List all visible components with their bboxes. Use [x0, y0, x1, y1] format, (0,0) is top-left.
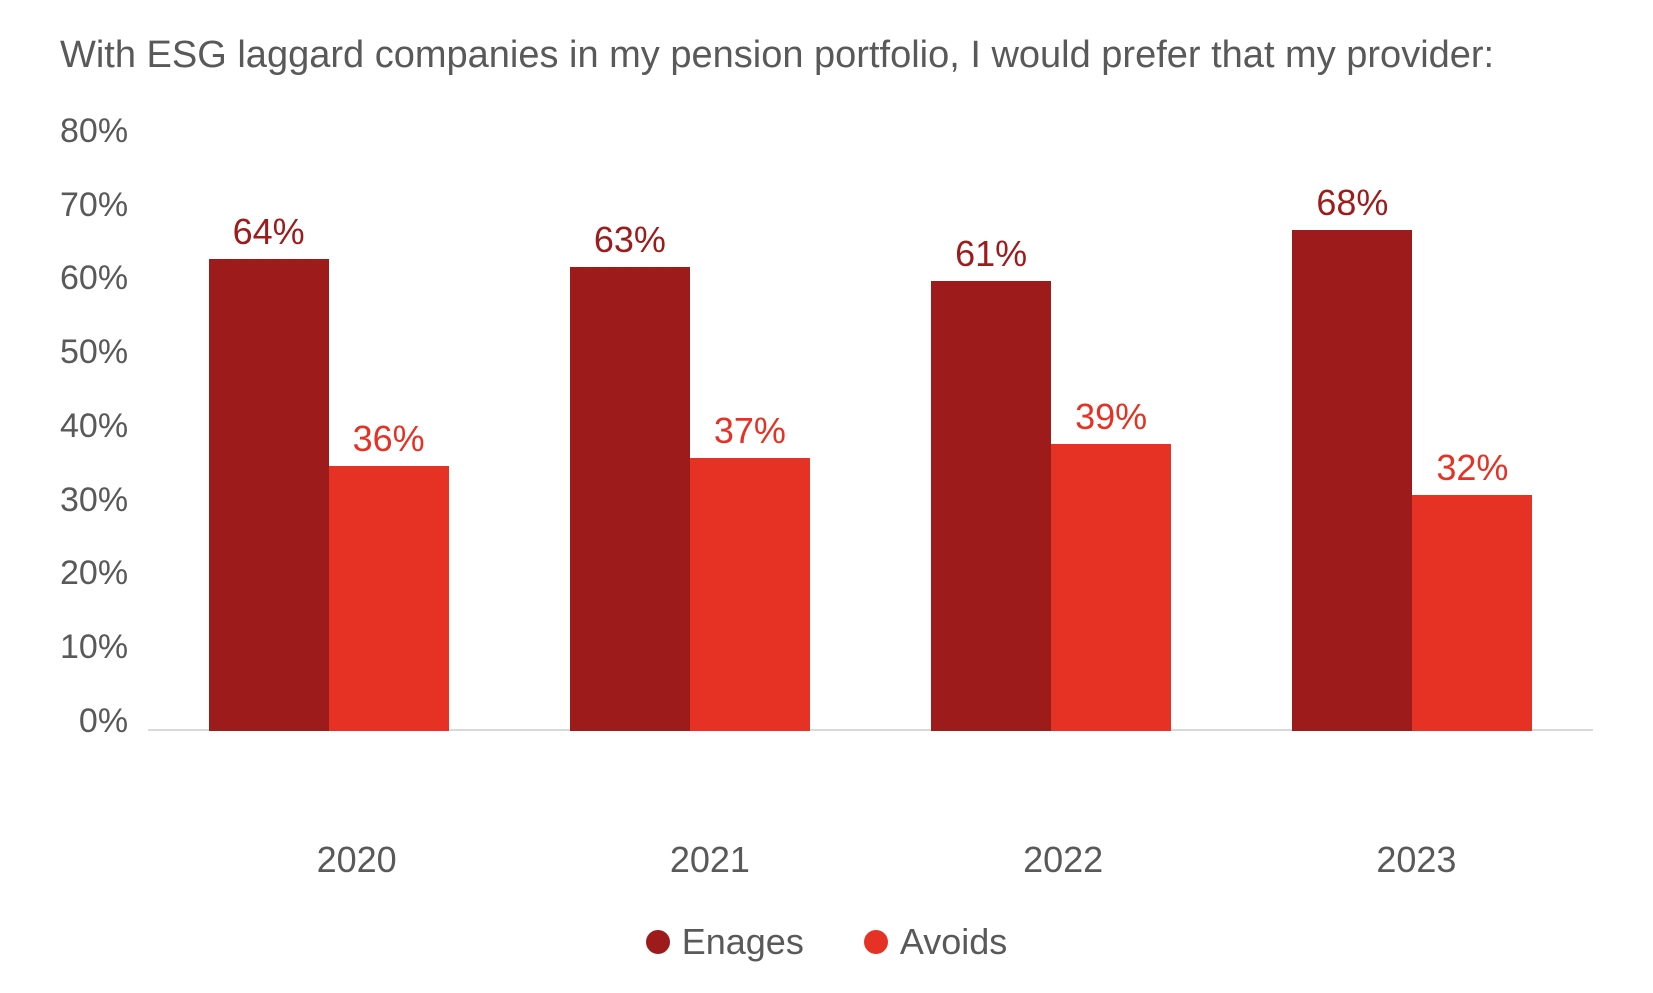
plot-area: 64% 36% 63% 37% [148, 121, 1593, 731]
bar-group-2023: 68% 32% [1292, 121, 1532, 731]
legend-item-engages: Enages [646, 921, 804, 963]
plot-wrapper: 80% 70% 60% 50% 40% 30% 20% 10% 0% 64% 3… [60, 121, 1593, 827]
bar-wrap: 36% [329, 121, 449, 731]
data-label: 39% [1075, 396, 1147, 438]
bar-wrap: 68% [1292, 121, 1412, 731]
data-label: 32% [1436, 447, 1508, 489]
bar-engages [570, 267, 690, 732]
bar-avoids [690, 458, 810, 731]
bar-engages [209, 259, 329, 731]
bar-wrap: 39% [1051, 121, 1171, 731]
x-tick: 2022 [943, 839, 1183, 881]
legend-label: Enages [682, 921, 804, 963]
chart-title: With ESG laggard companies in my pension… [60, 30, 1593, 81]
legend: Enages Avoids [60, 921, 1593, 963]
bar-wrap: 64% [209, 121, 329, 731]
bar-engages [931, 281, 1051, 731]
bar-avoids [1051, 444, 1171, 732]
data-label: 37% [714, 410, 786, 452]
legend-label: Avoids [900, 921, 1007, 963]
x-tick: 2023 [1296, 839, 1536, 881]
data-label: 68% [1316, 182, 1388, 224]
bar-group-2021: 63% 37% [570, 121, 810, 731]
bar-group-2022: 61% 39% [931, 121, 1171, 731]
legend-item-avoids: Avoids [864, 921, 1007, 963]
y-axis: 80% 70% 60% 50% 40% 30% 20% 10% 0% [60, 131, 148, 721]
x-tick: 2021 [590, 839, 830, 881]
bar-wrap: 37% [690, 121, 810, 731]
bar-wrap: 32% [1412, 121, 1532, 731]
data-label: 36% [353, 418, 425, 460]
bar-group-2020: 64% 36% [209, 121, 449, 731]
x-tick: 2020 [237, 839, 477, 881]
data-label: 64% [233, 211, 305, 253]
data-label: 61% [955, 233, 1027, 275]
legend-dot-icon [646, 930, 670, 954]
bar-avoids [1412, 495, 1532, 731]
bar-engages [1292, 230, 1412, 732]
x-axis: 2020 2021 2022 2023 [180, 839, 1593, 881]
bar-groups: 64% 36% 63% 37% [148, 121, 1593, 731]
bar-chart: With ESG laggard companies in my pension… [60, 30, 1593, 963]
data-label: 63% [594, 219, 666, 261]
bar-wrap: 61% [931, 121, 1051, 731]
bar-wrap: 63% [570, 121, 690, 731]
bar-avoids [329, 466, 449, 732]
legend-dot-icon [864, 930, 888, 954]
